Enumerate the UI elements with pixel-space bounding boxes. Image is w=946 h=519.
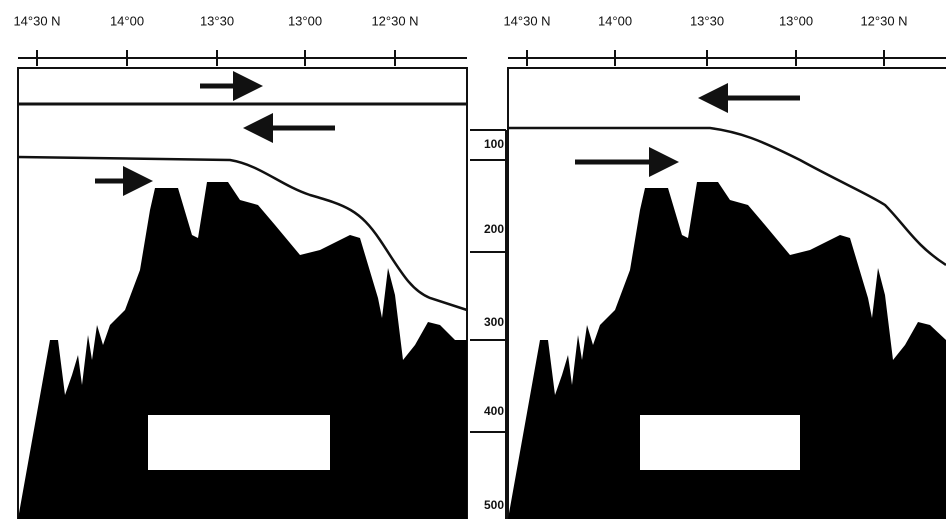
winter-panel (508, 58, 946, 519)
depth-label: 500 (484, 498, 504, 512)
depth-label: 300 (484, 315, 504, 329)
lat-label: 13°00 (779, 13, 813, 28)
depth-label: 400 (484, 404, 504, 418)
depth-label: 100 (484, 137, 504, 151)
lat-label: 12°30 N (371, 13, 418, 28)
figure: 14°30 N14°0013°3013°0012°30 NSUMMER14°30… (0, 0, 946, 519)
lat-label: 14°00 (598, 13, 632, 28)
lat-label: 12°30 N (860, 13, 907, 28)
depth-label: 200 (484, 222, 504, 236)
lat-label: 13°00 (288, 13, 322, 28)
lat-label: 13°30 (690, 13, 724, 28)
depth-scale: 100 200 300 400 500 (470, 130, 506, 519)
lat-label: 14°30 N (503, 13, 550, 28)
lat-label: 13°30 (200, 13, 234, 28)
summer-panel (18, 58, 467, 519)
lat-label: 14°30 N (13, 13, 60, 28)
lat-label: 14°00 (110, 13, 144, 28)
